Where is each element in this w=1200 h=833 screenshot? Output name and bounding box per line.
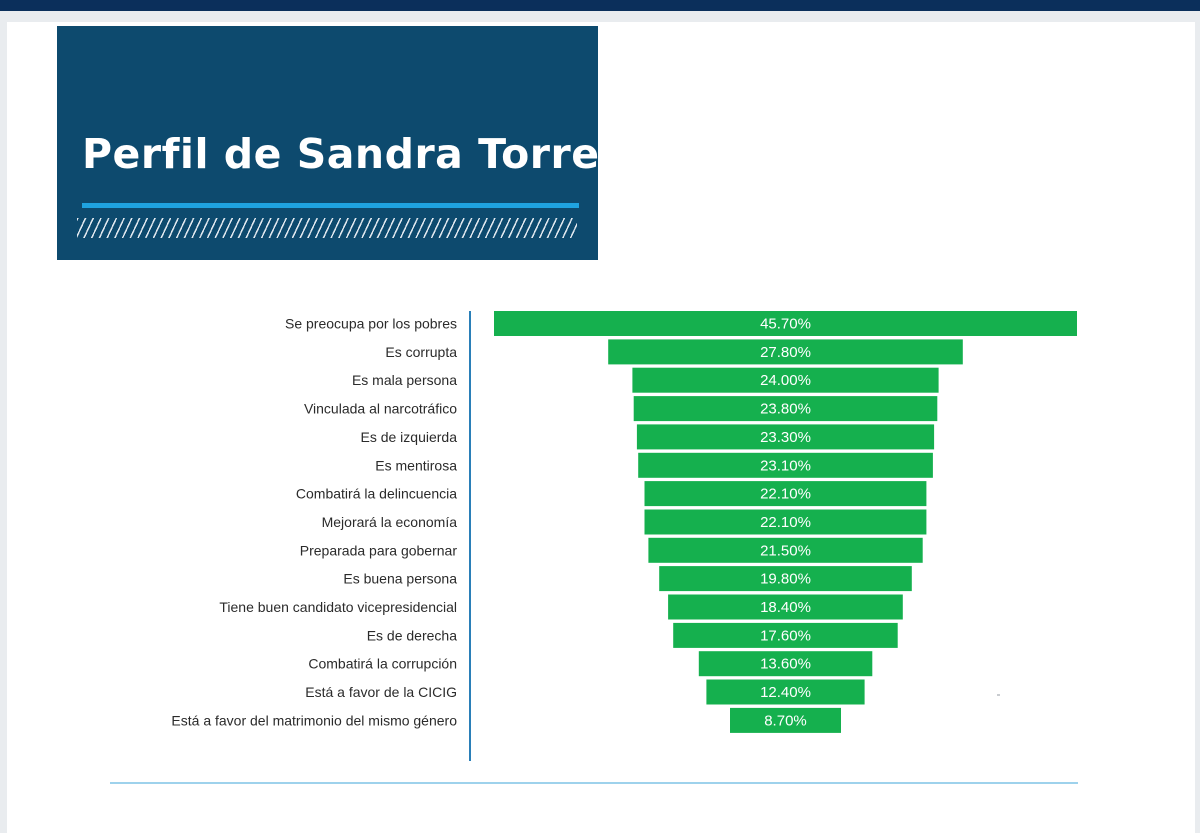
bar bbox=[644, 509, 927, 535]
category-label: Es de izquierda bbox=[360, 429, 457, 445]
category-label: Mejorará la economía bbox=[322, 514, 458, 530]
bar-value-label: 22.10% bbox=[760, 486, 811, 503]
bar-value-label: 23.30% bbox=[760, 429, 811, 446]
category-label: Está a favor de la CICIG bbox=[305, 684, 457, 700]
bars bbox=[494, 311, 1077, 733]
bar-value-label: 27.80% bbox=[760, 344, 811, 361]
bar-value-label: 45.70% bbox=[760, 316, 811, 333]
bar-value-label: 18.40% bbox=[760, 599, 811, 616]
bar bbox=[659, 566, 912, 592]
title-box: Perfil de Sandra Torres bbox=[57, 26, 624, 260]
bar-value-label: 23.10% bbox=[760, 457, 811, 474]
bar bbox=[730, 707, 841, 733]
category-label: Vinculada al narcotráfico bbox=[304, 401, 457, 417]
stray-mark bbox=[997, 694, 1000, 696]
category-label: Preparada para gobernar bbox=[300, 542, 458, 558]
category-labels: Se preocupa por los pobres Es corrupta Es … bbox=[171, 316, 457, 729]
bar bbox=[638, 452, 933, 478]
category-label: Tiene buen candidato vicepresidencial bbox=[219, 599, 457, 615]
bar bbox=[648, 537, 923, 563]
bar bbox=[608, 339, 963, 365]
category-label: Combatirá la corrupción bbox=[308, 656, 457, 672]
bar-value-label: 24.00% bbox=[760, 372, 811, 389]
bar bbox=[644, 481, 927, 507]
bar-value-label: 13.60% bbox=[760, 656, 811, 673]
bar bbox=[698, 651, 873, 677]
category-label: Es de derecha bbox=[367, 627, 457, 643]
page-title: Perfil de Sandra Torres bbox=[82, 130, 625, 178]
bar bbox=[668, 594, 903, 620]
slide: Perfil de Sandra Torres bbox=[7, 22, 1195, 833]
bar bbox=[673, 622, 898, 648]
bar-value-label: 12.40% bbox=[760, 684, 811, 701]
category-label: Combatirá la delincuencia bbox=[296, 486, 457, 502]
category-label: Es mala persona bbox=[352, 372, 457, 388]
value-labels: 45.70% 27.80% 24.00% 23.80% 23.30% 23.10% 22.1… bbox=[760, 316, 811, 730]
bar-value-label: 8.70% bbox=[764, 712, 807, 729]
bar-value-label: 17.60% bbox=[760, 627, 811, 644]
bar bbox=[494, 311, 1077, 336]
top-banner-bar bbox=[0, 0, 1200, 11]
bar bbox=[636, 424, 935, 450]
category-label: Es buena persona bbox=[343, 571, 457, 587]
category-label: Es mentirosa bbox=[375, 457, 457, 473]
bar bbox=[632, 367, 939, 393]
title-underline bbox=[82, 203, 579, 208]
bar-value-label: 19.80% bbox=[760, 571, 811, 588]
bar-value-label: 23.80% bbox=[760, 401, 811, 418]
category-label: Es corrupta bbox=[385, 344, 457, 360]
bar bbox=[706, 679, 865, 705]
category-label: Está a favor del matrimonio del mismo gé… bbox=[171, 712, 457, 728]
bar bbox=[633, 396, 938, 422]
bar-value-label: 22.10% bbox=[760, 514, 811, 531]
category-label: Se preocupa por los pobres bbox=[285, 316, 457, 332]
bar-value-label: 21.50% bbox=[760, 542, 811, 559]
title-hatch-decoration bbox=[77, 218, 577, 238]
